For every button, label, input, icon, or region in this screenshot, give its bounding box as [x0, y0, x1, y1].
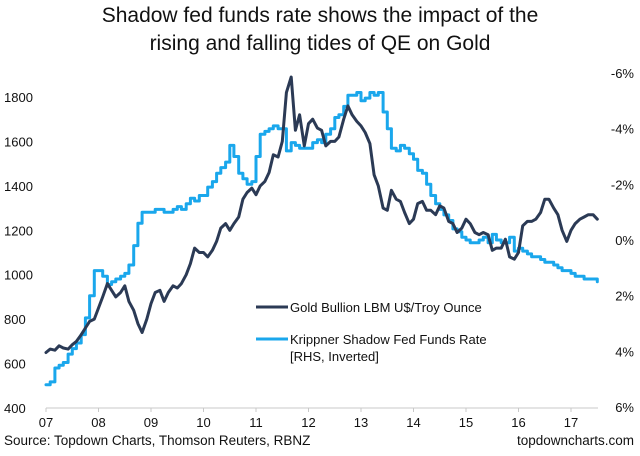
y-left-tick-label: 400	[4, 401, 26, 416]
y-left-tick-label: 1600	[4, 134, 33, 149]
y-right-tick-label: 0%	[615, 233, 634, 248]
series-line-shadow-fed-funds	[44, 91, 599, 387]
legend-label: Krippner Shadow Fed Funds Rate	[290, 332, 487, 347]
y-left-tick-label: 1000	[4, 268, 33, 283]
legend-label: [RHS, Inverted]	[290, 349, 379, 364]
chart-title-line-1: Shadow fed funds rate shows the impact o…	[101, 4, 539, 27]
series-layer	[44, 75, 599, 387]
x-tick-label: 13	[354, 415, 368, 430]
y-right-tick-label: -2%	[611, 177, 635, 192]
x-tick-label: 15	[459, 415, 473, 430]
y-left-tick-label: 600	[4, 357, 26, 372]
x-tick-label: 08	[91, 415, 105, 430]
legend-label: Gold Bullion LBM U$/Troy Ounce	[290, 300, 482, 315]
legend: Gold Bullion LBM U$/Troy Ounce Krippner S…	[256, 300, 487, 364]
x-axis: 07 08 09 10 11 12 13 14 15 16 17	[39, 407, 598, 430]
y-right-tick-label: 4%	[615, 344, 634, 359]
source-note: Source: Topdown Charts, Thomson Reuters,…	[4, 433, 311, 448]
y-right-tick-label: -4%	[611, 122, 635, 137]
chart-title: Shadow fed funds rate shows the impact o…	[0, 2, 640, 58]
y-left-tick-label: 1400	[4, 179, 33, 194]
y-left-tick-label: 1800	[4, 90, 33, 105]
x-tick-label: 07	[39, 415, 53, 430]
y-right-tick-label: 6%	[615, 400, 634, 415]
x-tick-label: 17	[564, 415, 578, 430]
y-left-tick-label: 1200	[4, 223, 33, 238]
site-credit: topdowncharts.com	[516, 433, 634, 448]
y-left-tick-label: 800	[4, 312, 26, 327]
y-axis-left: 400 600 800 1000 1200 1400 1600 1800	[4, 90, 33, 416]
series-line-gold	[44, 75, 599, 354]
y-axis-right: -6% -4% -2% 0% 2% 4% 6%	[611, 66, 635, 415]
x-tick-label: 16	[511, 415, 525, 430]
y-right-tick-label: -6%	[611, 66, 635, 81]
chart-title-line-2: rising and falling tides of QE on Gold	[149, 32, 491, 55]
x-tick-label: 10	[196, 415, 210, 430]
x-tick-label: 11	[249, 415, 263, 430]
x-tick-label: 14	[406, 415, 420, 430]
x-tick-label: 12	[301, 415, 315, 430]
x-tick-label: 09	[144, 415, 158, 430]
y-right-tick-label: 2%	[615, 289, 634, 304]
